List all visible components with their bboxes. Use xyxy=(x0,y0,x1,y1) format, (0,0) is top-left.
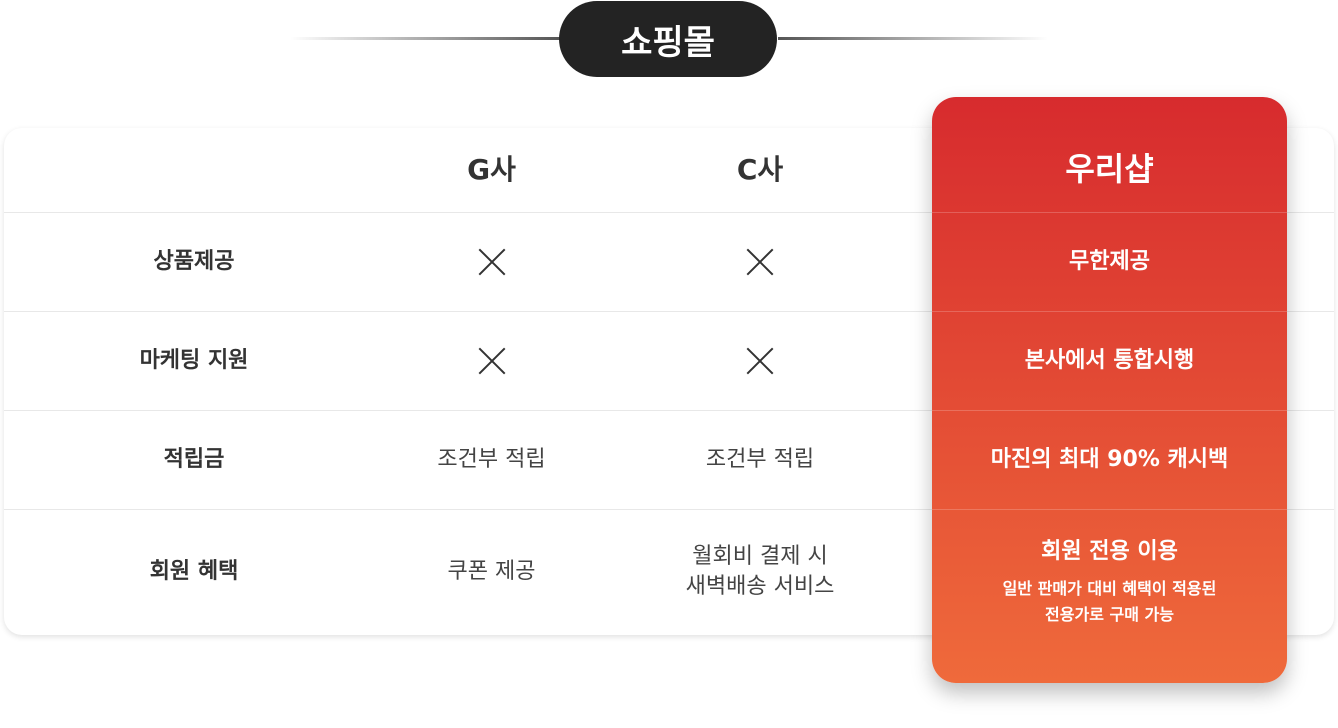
g-cell: 조건부 적립 xyxy=(437,446,546,472)
row-label: 마케팅 지원 xyxy=(139,347,249,373)
our-shop-column: 우리샵 무한제공 본사에서 통합시행 마진의 최대 90% 캐시백 회원 전용 … xyxy=(932,97,1287,683)
c-cell-line: 월회비 결제 시 xyxy=(692,544,828,570)
c-cell xyxy=(654,311,866,410)
column-header-ours: 우리샵 xyxy=(1065,150,1154,189)
c-cell: 월회비 결제 시 새벽배송 서비스 xyxy=(654,509,866,635)
g-cell xyxy=(384,212,599,311)
x-icon xyxy=(477,247,507,277)
divider xyxy=(932,212,1287,213)
g-cell xyxy=(384,311,599,410)
ours-cell: 본사에서 통합시행 xyxy=(1024,347,1195,373)
ours-cell: 무한제공 xyxy=(1069,248,1150,274)
title-line-right xyxy=(778,37,1048,40)
sub-line: 일반 판매가 대비 혜택이 적용된 xyxy=(1002,579,1217,599)
divider xyxy=(4,509,1334,510)
row-label: 회원 혜택 xyxy=(149,559,239,585)
divider xyxy=(4,212,1334,213)
x-icon xyxy=(745,247,775,277)
ours-cell-title: 회원 전용 이용 xyxy=(1041,538,1178,564)
divider xyxy=(4,311,1334,312)
x-icon xyxy=(477,346,507,376)
column-header-c: C사 xyxy=(736,153,784,187)
sub-line: 전용가로 구매 가능 xyxy=(1045,604,1174,624)
column-header-g: G사 xyxy=(467,153,516,187)
row-label: 상품제공 xyxy=(153,248,235,274)
x-icon xyxy=(745,346,775,376)
divider xyxy=(932,509,1287,510)
page-title: 쇼핑몰 xyxy=(559,1,777,77)
row-label: 적립금 xyxy=(163,446,225,472)
ours-cell: 마진의 최대 90% 캐시백 xyxy=(990,446,1229,472)
title-line-left xyxy=(290,37,560,40)
divider xyxy=(932,311,1287,312)
c-cell-line: 새벽배송 서비스 xyxy=(685,574,835,599)
divider xyxy=(4,410,1334,411)
c-cell: 조건부 적립 xyxy=(705,446,815,472)
c-cell xyxy=(654,212,866,311)
divider xyxy=(932,410,1287,411)
g-cell: 쿠폰 제공 xyxy=(447,559,536,585)
